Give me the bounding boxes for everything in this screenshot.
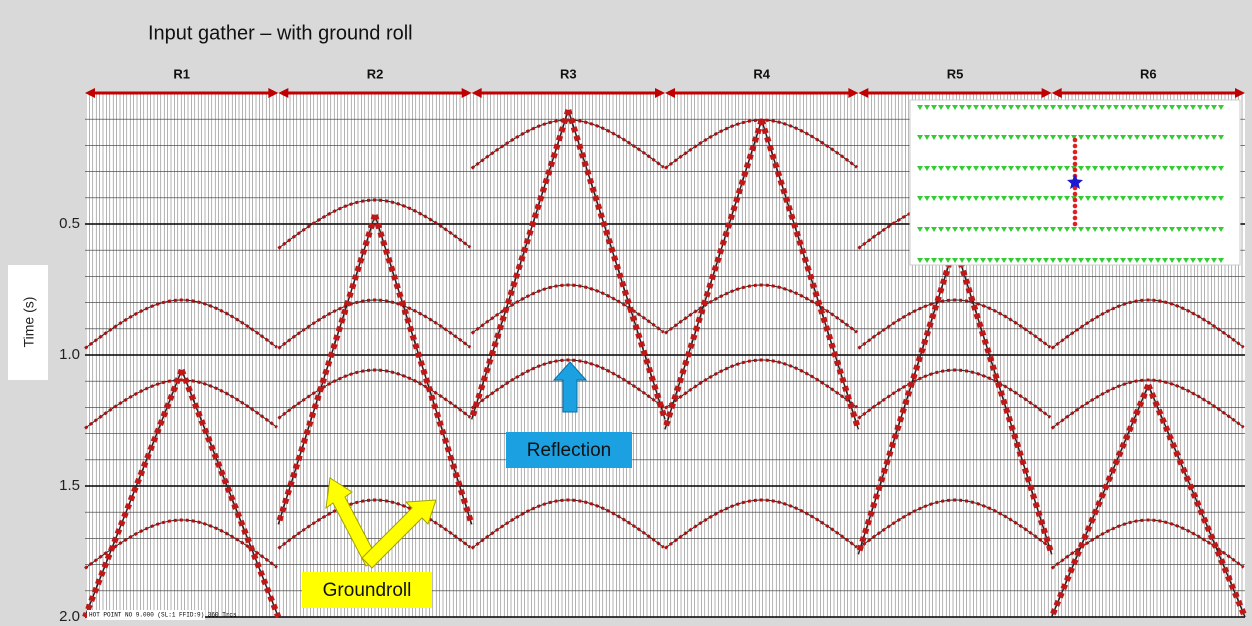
source-point: [1073, 222, 1078, 227]
source-point: [1073, 204, 1078, 209]
source-point: [1073, 198, 1078, 203]
source-point: [1073, 138, 1078, 143]
y-tick-label: 1.5: [59, 477, 80, 494]
y-axis-label: Time (s): [21, 297, 37, 348]
y-tick-label: 1.0: [59, 346, 80, 363]
source-point: [1073, 210, 1078, 215]
source-point: [1073, 192, 1078, 197]
section-label: R6: [1140, 66, 1157, 81]
source-point: [1073, 162, 1078, 167]
source-point: [1073, 216, 1078, 221]
section-label: R5: [947, 66, 964, 81]
y-tick-label: 0.5: [59, 215, 80, 232]
footer-text: HOT POINT NO 9.000 (SL:1 FFID:9) 360 Trc…: [89, 612, 237, 619]
section-label: R4: [753, 66, 770, 81]
source-point: [1073, 150, 1078, 155]
section-label: R3: [560, 66, 577, 81]
page: Input gather – with ground roll Time (s)…: [0, 0, 1252, 626]
geometry-inset: [910, 100, 1240, 265]
section-label: R1: [173, 66, 190, 81]
y-tick-label: 2.0: [59, 608, 80, 625]
section-label: R2: [367, 66, 384, 81]
source-point: [1073, 168, 1078, 173]
chart: Input gather – with ground roll Time (s)…: [0, 0, 1252, 626]
source-point: [1073, 144, 1078, 149]
annotation-label: Reflection: [527, 440, 612, 461]
chart-title: Input gather – with ground roll: [148, 22, 413, 44]
source-point: [1073, 156, 1078, 161]
annotation-label: Groundroll: [323, 580, 412, 601]
